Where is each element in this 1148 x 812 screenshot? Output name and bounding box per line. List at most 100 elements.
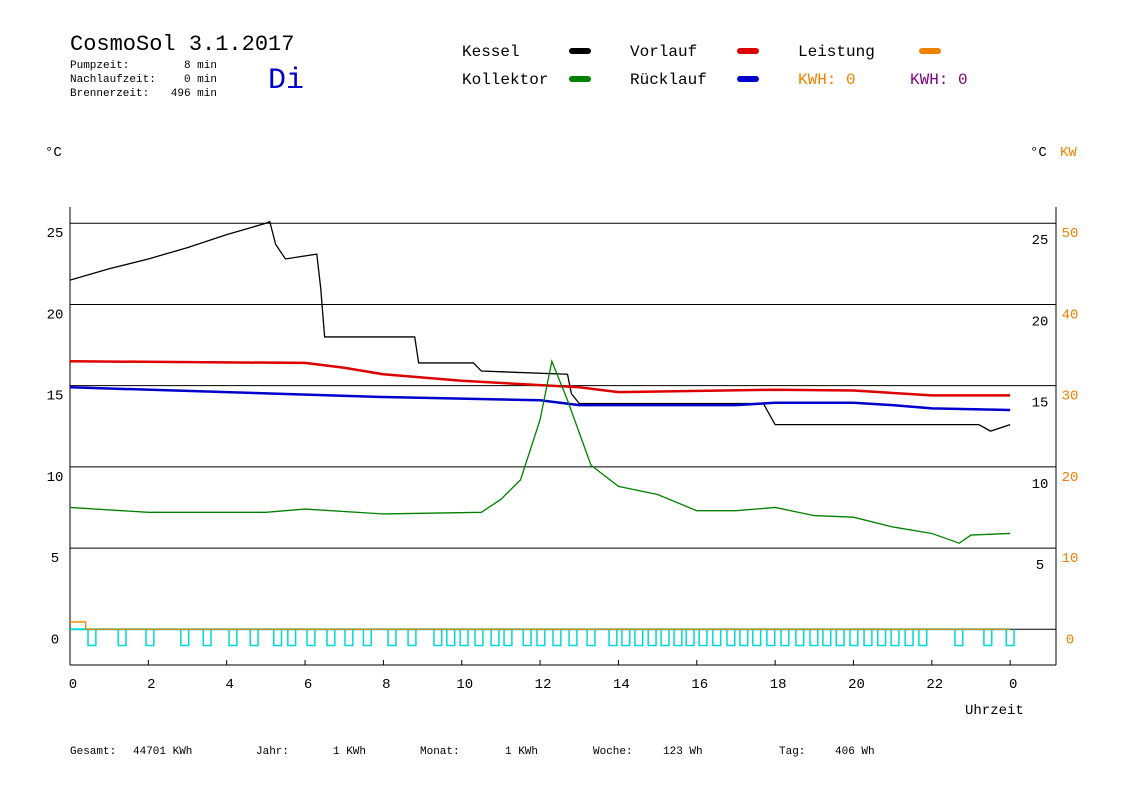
pump-pulse bbox=[918, 629, 928, 647]
y-tick-label: 25 bbox=[47, 226, 64, 242]
pump-pulse bbox=[180, 629, 190, 647]
footer-label: Gesamt: bbox=[70, 746, 116, 758]
pump-pulse bbox=[249, 629, 259, 647]
pump-pulse bbox=[634, 629, 644, 647]
y2-tick-label: 0 bbox=[1066, 632, 1074, 648]
pump-pulse bbox=[362, 629, 372, 647]
pump-pulse bbox=[87, 629, 97, 647]
pump-pulse bbox=[1005, 629, 1015, 647]
stat-label: Pumpzeit: bbox=[70, 60, 129, 72]
pump-pulse bbox=[954, 629, 964, 647]
footer-value: 1 KWh bbox=[333, 746, 366, 758]
pump-pulse bbox=[739, 629, 749, 647]
y-tick-label-right: 20 bbox=[1032, 314, 1049, 330]
x-tick-label: 12 bbox=[535, 677, 552, 693]
series-line bbox=[69, 386, 1011, 412]
x-tick-label: 4 bbox=[225, 677, 233, 693]
pump-pulse bbox=[712, 629, 722, 647]
y-tick-label-right: 5 bbox=[1036, 558, 1044, 574]
x-tick-label: 0 bbox=[69, 677, 77, 693]
kwh-label: KWH: 0 bbox=[910, 71, 968, 89]
pump-pulse bbox=[446, 629, 456, 647]
footer-value: 1 KWh bbox=[505, 746, 538, 758]
stat-value: 8 min bbox=[184, 60, 217, 72]
y2-tick-label: 40 bbox=[1062, 307, 1079, 323]
pump-pulse bbox=[822, 629, 832, 647]
pump-pulse bbox=[459, 629, 469, 647]
pump-pulse bbox=[863, 629, 873, 647]
pump-pulse bbox=[117, 629, 127, 647]
stat-value: 0 min bbox=[184, 74, 217, 86]
pump-pulse bbox=[407, 629, 417, 647]
y2-tick-label: 30 bbox=[1062, 389, 1079, 405]
pump-pulse bbox=[983, 629, 993, 647]
x-tick-label: 10 bbox=[456, 677, 473, 693]
x-tick-label: 8 bbox=[382, 677, 390, 693]
x-tick-label: 20 bbox=[848, 677, 865, 693]
series-line bbox=[69, 359, 1011, 544]
x-tick-label: 18 bbox=[770, 677, 787, 693]
pump-pulse bbox=[904, 629, 914, 647]
pump-pulse bbox=[726, 629, 736, 647]
y-tick-label: 5 bbox=[51, 551, 59, 567]
pump-pulse bbox=[568, 629, 578, 647]
pump-pulse bbox=[698, 629, 708, 647]
legend-label: Kollektor bbox=[462, 71, 548, 89]
legend-label: Vorlauf bbox=[630, 43, 697, 61]
pump-pulse bbox=[673, 629, 683, 647]
pump-pulse bbox=[522, 629, 532, 647]
y-tick-label: 20 bbox=[47, 307, 64, 323]
pump-pulse bbox=[795, 629, 805, 647]
footer-value: 44701 KWh bbox=[133, 746, 192, 758]
y-unit: °C bbox=[45, 145, 62, 161]
pump-pulse bbox=[766, 629, 776, 647]
series-line bbox=[69, 220, 1011, 432]
pump-pulse bbox=[552, 629, 562, 647]
pump-pulse bbox=[202, 629, 212, 647]
pump-pulse bbox=[647, 629, 657, 647]
x-tick-label: 16 bbox=[691, 677, 708, 693]
x-label: Uhrzeit bbox=[965, 703, 1024, 719]
stat-label: Brennerzeit: bbox=[70, 88, 149, 100]
footer-label: Jahr: bbox=[256, 746, 289, 758]
pump-pulse bbox=[780, 629, 790, 647]
y-tick-label-right: 15 bbox=[1032, 396, 1049, 412]
pump-pulse bbox=[685, 629, 695, 647]
y-tick-label-right: 10 bbox=[1032, 477, 1049, 493]
footer-label: Monat: bbox=[420, 746, 460, 758]
pump-pulse bbox=[344, 629, 354, 647]
pump-pulse bbox=[474, 629, 484, 647]
x-tick-label: 6 bbox=[304, 677, 312, 693]
pump-pulse bbox=[145, 629, 155, 647]
pump-pulse bbox=[536, 629, 546, 647]
day: Di bbox=[268, 64, 304, 98]
footer-label: Tag: bbox=[779, 746, 805, 758]
x-tick-label: 0 bbox=[1009, 677, 1017, 693]
series-line bbox=[69, 360, 1011, 397]
pump-pulse bbox=[877, 629, 887, 647]
legend-label: Rücklauf bbox=[630, 71, 707, 89]
footer-value: 406 Wh bbox=[835, 746, 875, 758]
legend-label: Kessel bbox=[462, 43, 520, 61]
footer-value: 123 Wh bbox=[663, 746, 703, 758]
pump-pulse bbox=[272, 629, 283, 647]
pump-pulse bbox=[326, 629, 336, 647]
pump-pulse bbox=[586, 629, 596, 647]
y2-tick-label: 50 bbox=[1062, 226, 1079, 242]
stat-value: 496 min bbox=[171, 88, 217, 100]
pump-pulse bbox=[835, 629, 845, 647]
title: CosmoSol 3.1.2017 bbox=[70, 32, 294, 57]
y-tick-label-right: 25 bbox=[1032, 233, 1049, 249]
pump-pulse bbox=[621, 629, 631, 647]
pump-pulse bbox=[608, 629, 618, 647]
y2-unit: KW bbox=[1060, 145, 1077, 161]
legend-label: Leistung bbox=[798, 43, 875, 61]
x-tick-label: 22 bbox=[926, 677, 943, 693]
pump-pulse bbox=[387, 629, 397, 647]
footer-label: Woche: bbox=[593, 746, 633, 758]
pump-pulse bbox=[433, 629, 443, 647]
pump-pulse bbox=[809, 629, 819, 647]
pump-pulse bbox=[890, 629, 900, 647]
y-tick-label: 0 bbox=[51, 632, 59, 648]
